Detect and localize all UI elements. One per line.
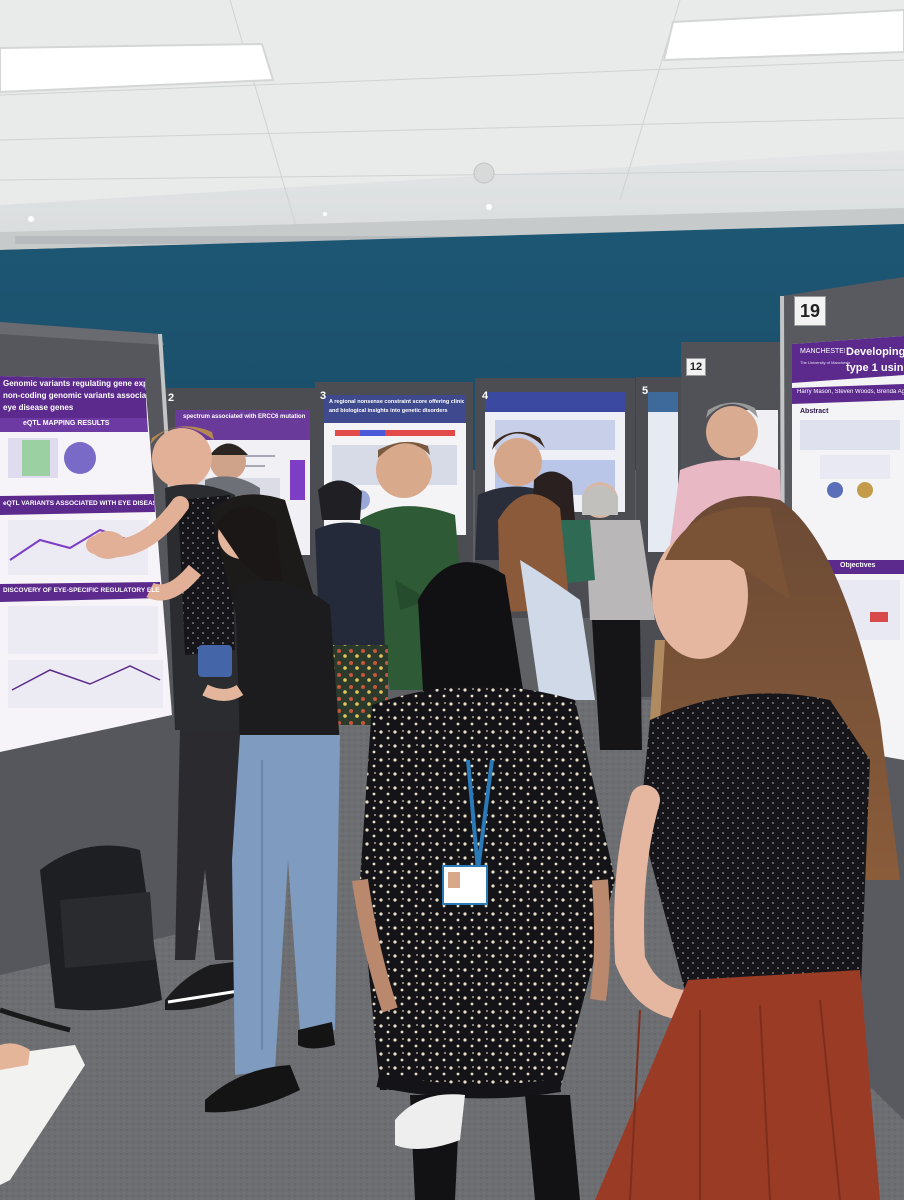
- right-poster-institution-sub: The University of Manchester: [800, 360, 850, 365]
- board-number-2: 2: [168, 392, 175, 404]
- left-poster-title-line3: eye disease genes: [0, 402, 146, 413]
- board-number-3: 3: [320, 390, 327, 402]
- poster-2-title: spectrum associated with ERCC6 mutations: [183, 414, 305, 420]
- right-poster-title-line2: type 1 using: [846, 362, 904, 374]
- poster-3-title-line2: and biological insights into genetic dis…: [329, 408, 448, 414]
- left-poster-section-discovery: DISCOVERY OF EYE-SPECIFIC REGULATORY ELE…: [3, 587, 160, 594]
- right-poster-title-line1: Developing a 3D: [846, 346, 904, 358]
- board-number-5: 5: [642, 385, 649, 397]
- board-number-12: 12: [686, 358, 706, 376]
- right-poster-authors: Harry Mason, Steven Woods, Brenda Aguero: [797, 389, 904, 395]
- left-poster-title-line2: non-coding genomic variants associated w…: [0, 390, 146, 401]
- left-poster-section-eqtl-mapping: eQTL MAPPING RESULTS: [23, 420, 110, 427]
- right-poster-institution: MANCHESTER: [800, 348, 845, 355]
- board-number-19: 19: [794, 296, 826, 326]
- board-number-4: 4: [482, 390, 489, 402]
- left-poster-section-eqtl-variants: eQTL VARIANTS ASSOCIATED WITH EYE DISEAS…: [3, 500, 154, 507]
- poster-3-title-line1: A regional nonsense constraint score off…: [329, 399, 464, 405]
- right-poster-section-abstract: Abstract: [800, 408, 829, 415]
- left-poster-title-line1: Genomic variants regulating gene express…: [0, 378, 145, 389]
- right-poster-section-objectives: Objectives: [840, 562, 876, 569]
